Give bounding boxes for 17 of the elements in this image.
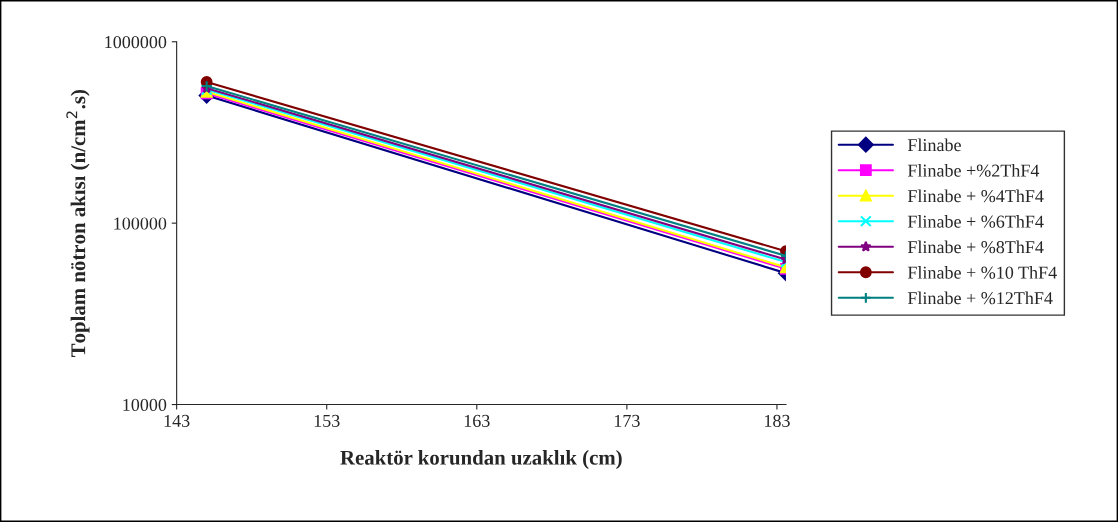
x-tick-label: 143 — [164, 414, 190, 427]
x-axis-title: Reaktör korundan uzaklık (cm) — [340, 450, 622, 469]
legend-label: Flinabe + %8ThF4 — [907, 240, 1044, 254]
legend-label: Flinabe +%2ThF4 — [907, 164, 1040, 177]
legend-label: Flinabe + %10 ThF4 — [907, 266, 1057, 279]
legend-label: Flinabe + %6ThF4 — [907, 215, 1044, 228]
legend-label: Flinabe + %12ThF4 — [907, 291, 1053, 305]
legend-label: Flinabe — [907, 138, 961, 152]
y-tick-label: 100000 — [114, 217, 167, 230]
x-tick-label: 153 — [314, 414, 340, 427]
y-tick-label: 10000 — [123, 398, 167, 411]
y-axis-title: Toplam nötron akısı (n/cm$^{2}$.s) — [66, 90, 90, 357]
x-tick-label: 173 — [614, 414, 640, 427]
x-tick-label: 163 — [464, 414, 490, 427]
x-tick-label: 183 — [765, 414, 790, 427]
legend-label: Flinabe + %4ThF4 — [907, 189, 1044, 203]
y-tick-label: 1000000 — [105, 36, 167, 49]
